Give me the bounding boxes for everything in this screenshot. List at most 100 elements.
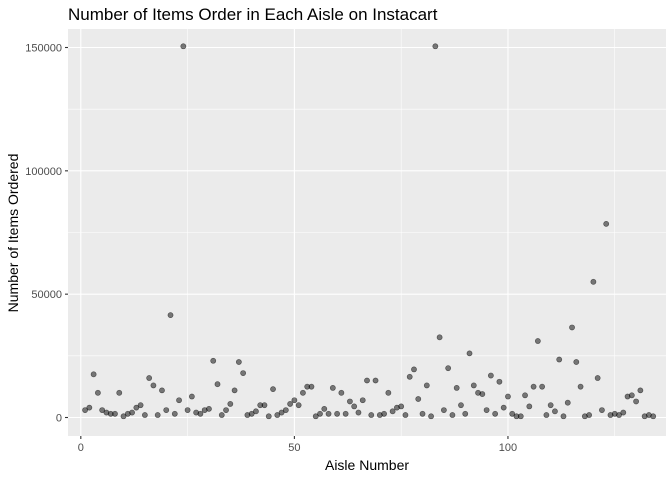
data-point <box>231 387 238 394</box>
data-point <box>133 404 140 411</box>
data-point <box>240 370 247 376</box>
data-point <box>291 397 298 404</box>
data-point <box>547 402 554 409</box>
data-point <box>487 372 494 379</box>
data-point <box>287 401 294 407</box>
data-point <box>218 412 225 418</box>
data-point <box>590 278 597 285</box>
data-point <box>342 410 349 417</box>
data-point <box>274 412 281 418</box>
y-tick-label: 50000 <box>31 289 62 301</box>
data-point <box>577 383 584 390</box>
data-point <box>398 403 405 410</box>
data-point <box>167 312 174 319</box>
data-point <box>325 410 332 417</box>
data-point <box>308 383 315 390</box>
data-point <box>150 382 157 389</box>
data-point <box>248 410 255 417</box>
data-point <box>184 407 191 413</box>
data-point <box>300 389 306 396</box>
data-point <box>428 413 434 420</box>
data-point <box>492 410 499 417</box>
data-point <box>381 410 387 417</box>
data-point <box>423 382 430 389</box>
data-point <box>458 402 464 409</box>
data-point <box>432 43 439 50</box>
data-point <box>235 359 242 365</box>
data-point <box>616 412 622 418</box>
data-point <box>517 413 524 420</box>
data-point <box>171 410 178 417</box>
data-point <box>210 357 217 364</box>
y-tick-label: 100000 <box>25 166 62 178</box>
data-point <box>552 408 558 415</box>
data-point <box>599 407 605 413</box>
data-point <box>586 412 593 418</box>
data-point <box>633 398 639 405</box>
data-point <box>628 392 635 399</box>
y-tick-label: 0 <box>56 413 62 425</box>
data-point <box>556 356 563 363</box>
data-point <box>560 413 567 420</box>
data-point <box>543 412 550 418</box>
data-point <box>282 407 289 413</box>
data-point <box>227 401 234 407</box>
data-point <box>594 375 601 381</box>
data-point <box>483 407 490 413</box>
data-point <box>223 407 229 413</box>
data-point <box>82 407 88 413</box>
plot-area: 0 50000 100000 150000 0 50 100 <box>25 29 666 454</box>
data-point <box>295 402 302 409</box>
chart-title: Number of Items Order in Each Aisle on I… <box>68 5 438 24</box>
data-point <box>522 392 528 399</box>
data-point <box>214 381 221 388</box>
data-point <box>95 389 101 396</box>
data-point <box>159 387 165 394</box>
data-point <box>329 384 336 391</box>
data-point <box>372 377 379 384</box>
data-point <box>564 399 571 406</box>
data-point <box>385 389 392 396</box>
data-point <box>530 383 537 390</box>
data-point <box>317 410 323 417</box>
data-point <box>197 410 204 417</box>
data-point <box>146 375 153 381</box>
data-point <box>620 409 627 416</box>
data-point <box>206 405 212 412</box>
data-point <box>470 382 477 389</box>
data-point <box>505 393 511 400</box>
data-point <box>154 412 161 418</box>
data-point <box>534 338 541 344</box>
data-point <box>312 413 319 420</box>
x-axis-title: Aisle Number <box>325 457 409 473</box>
data-point <box>321 405 328 412</box>
data-point <box>116 389 123 396</box>
data-point <box>265 413 272 420</box>
data-point <box>389 408 396 415</box>
x-tick-label: 50 <box>288 442 300 454</box>
data-point <box>351 403 358 410</box>
data-point <box>526 403 533 410</box>
data-point <box>129 409 135 416</box>
data-point <box>359 397 366 404</box>
data-point <box>445 365 452 372</box>
data-point <box>188 393 195 400</box>
data-point <box>163 407 170 413</box>
data-point <box>368 412 375 418</box>
data-point <box>509 410 516 417</box>
data-point <box>180 43 187 50</box>
data-point <box>539 383 546 390</box>
data-point <box>603 220 610 227</box>
data-point <box>479 391 486 397</box>
data-point <box>86 404 93 411</box>
data-point <box>496 378 503 385</box>
data-point <box>411 366 417 373</box>
data-point <box>120 413 127 420</box>
data-point <box>462 410 469 417</box>
data-point <box>436 334 443 341</box>
data-point <box>406 373 413 380</box>
data-point <box>99 407 106 413</box>
data-point <box>347 398 353 405</box>
data-point <box>453 384 460 391</box>
